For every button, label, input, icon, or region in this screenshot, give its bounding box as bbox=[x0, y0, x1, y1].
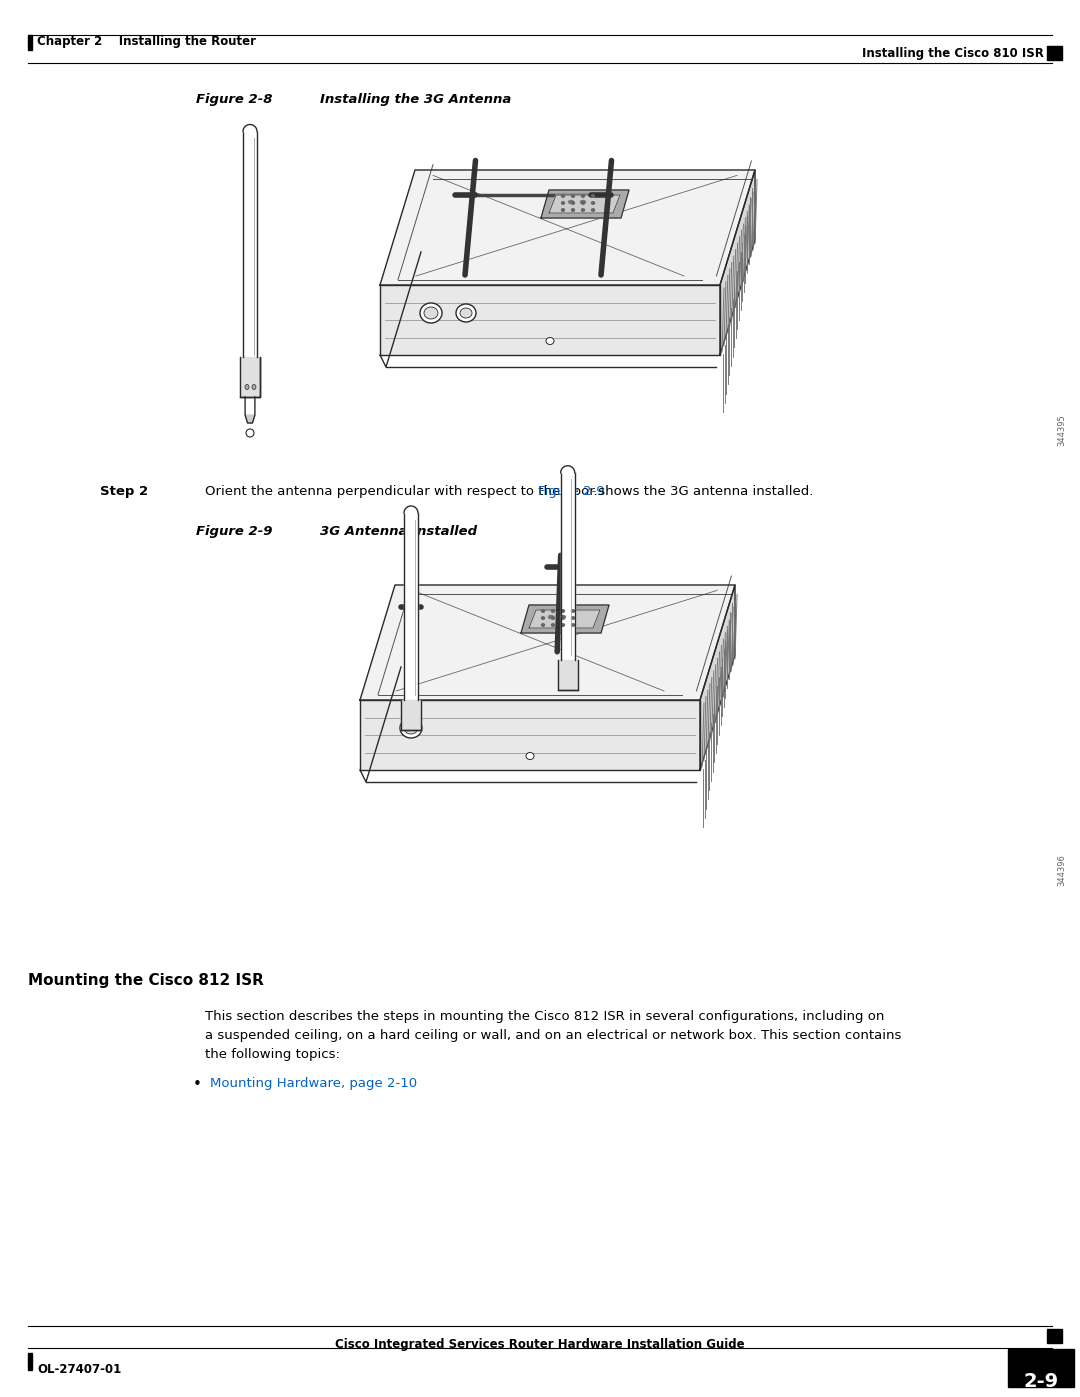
Ellipse shape bbox=[246, 429, 254, 437]
Ellipse shape bbox=[552, 616, 554, 619]
Polygon shape bbox=[401, 700, 421, 731]
Ellipse shape bbox=[571, 194, 575, 197]
Bar bbox=[1047, 1329, 1062, 1343]
Ellipse shape bbox=[541, 623, 544, 626]
Ellipse shape bbox=[581, 201, 585, 204]
Text: the following topics:: the following topics: bbox=[205, 1048, 340, 1060]
Ellipse shape bbox=[541, 609, 544, 612]
Ellipse shape bbox=[592, 201, 594, 204]
Polygon shape bbox=[245, 415, 255, 423]
Text: OL-27407-01: OL-27407-01 bbox=[37, 1363, 121, 1376]
Polygon shape bbox=[240, 358, 260, 397]
Ellipse shape bbox=[571, 208, 575, 211]
Polygon shape bbox=[243, 124, 257, 131]
Ellipse shape bbox=[549, 616, 554, 619]
Ellipse shape bbox=[571, 609, 575, 612]
Bar bbox=[28, 35, 32, 50]
Ellipse shape bbox=[581, 208, 584, 211]
Text: 2-9: 2-9 bbox=[1024, 1372, 1058, 1391]
Text: Chapter 2    Installing the Router: Chapter 2 Installing the Router bbox=[37, 35, 256, 49]
Text: •: • bbox=[193, 1077, 202, 1092]
Ellipse shape bbox=[552, 623, 554, 626]
Ellipse shape bbox=[562, 201, 565, 204]
Polygon shape bbox=[558, 659, 578, 690]
Text: Mounting Hardware, page 2-10: Mounting Hardware, page 2-10 bbox=[210, 1077, 417, 1090]
Ellipse shape bbox=[571, 201, 575, 204]
Ellipse shape bbox=[581, 201, 584, 204]
Polygon shape bbox=[700, 585, 735, 770]
Polygon shape bbox=[380, 285, 720, 355]
Polygon shape bbox=[720, 170, 755, 355]
Polygon shape bbox=[561, 465, 575, 472]
Ellipse shape bbox=[571, 616, 575, 619]
Polygon shape bbox=[561, 472, 575, 659]
Polygon shape bbox=[404, 506, 418, 513]
Ellipse shape bbox=[581, 194, 584, 197]
Polygon shape bbox=[360, 585, 735, 700]
Ellipse shape bbox=[552, 609, 554, 612]
Ellipse shape bbox=[561, 616, 566, 619]
Text: Orient the antenna perpendicular with respect to the floor.: Orient the antenna perpendicular with re… bbox=[205, 485, 602, 497]
Text: 344395: 344395 bbox=[1057, 414, 1067, 446]
Ellipse shape bbox=[562, 616, 565, 619]
Ellipse shape bbox=[562, 609, 565, 612]
Ellipse shape bbox=[546, 338, 554, 345]
Polygon shape bbox=[243, 131, 257, 358]
Polygon shape bbox=[529, 610, 600, 629]
Ellipse shape bbox=[568, 201, 573, 204]
Text: a suspended ceiling, on a hard ceiling or wall, and on an electrical or network : a suspended ceiling, on a hard ceiling o… bbox=[205, 1030, 902, 1042]
Polygon shape bbox=[380, 170, 755, 285]
Ellipse shape bbox=[562, 208, 565, 211]
Text: Figure 2-9: Figure 2-9 bbox=[538, 485, 605, 497]
Text: shows the 3G antenna installed.: shows the 3G antenna installed. bbox=[594, 485, 813, 497]
Text: This section describes the steps in mounting the Cisco 812 ISR in several config: This section describes the steps in moun… bbox=[205, 1010, 885, 1023]
Text: Step 2: Step 2 bbox=[100, 485, 148, 497]
Text: Figure 2-9: Figure 2-9 bbox=[195, 525, 272, 538]
Ellipse shape bbox=[420, 303, 442, 323]
Polygon shape bbox=[521, 605, 609, 633]
Polygon shape bbox=[541, 190, 629, 218]
Ellipse shape bbox=[592, 194, 594, 197]
Text: Mounting the Cisco 812 ISR: Mounting the Cisco 812 ISR bbox=[28, 972, 264, 988]
Ellipse shape bbox=[424, 307, 438, 319]
Text: 3G Antenna Installed: 3G Antenna Installed bbox=[320, 525, 477, 538]
Bar bbox=[1047, 46, 1062, 60]
Text: Figure 2-8: Figure 2-8 bbox=[195, 94, 272, 106]
Ellipse shape bbox=[252, 384, 256, 390]
Bar bbox=[1008, 1350, 1074, 1387]
Ellipse shape bbox=[562, 194, 565, 197]
Ellipse shape bbox=[571, 623, 575, 626]
Polygon shape bbox=[549, 196, 620, 212]
Ellipse shape bbox=[460, 307, 472, 319]
Polygon shape bbox=[360, 700, 700, 770]
Text: Cisco Integrated Services Router Hardware Installation Guide: Cisco Integrated Services Router Hardwar… bbox=[335, 1338, 745, 1351]
Bar bbox=[28, 1354, 32, 1370]
Ellipse shape bbox=[245, 384, 249, 390]
Ellipse shape bbox=[592, 208, 594, 211]
Text: Installing the 3G Antenna: Installing the 3G Antenna bbox=[320, 94, 511, 106]
Ellipse shape bbox=[562, 623, 565, 626]
Polygon shape bbox=[404, 513, 418, 700]
Ellipse shape bbox=[456, 305, 476, 321]
Text: Installing the Cisco 810 ISR: Installing the Cisco 810 ISR bbox=[862, 46, 1044, 60]
Ellipse shape bbox=[404, 722, 418, 733]
Text: 344396: 344396 bbox=[1057, 854, 1067, 886]
Ellipse shape bbox=[400, 718, 422, 738]
Ellipse shape bbox=[541, 616, 544, 619]
Ellipse shape bbox=[526, 753, 534, 760]
